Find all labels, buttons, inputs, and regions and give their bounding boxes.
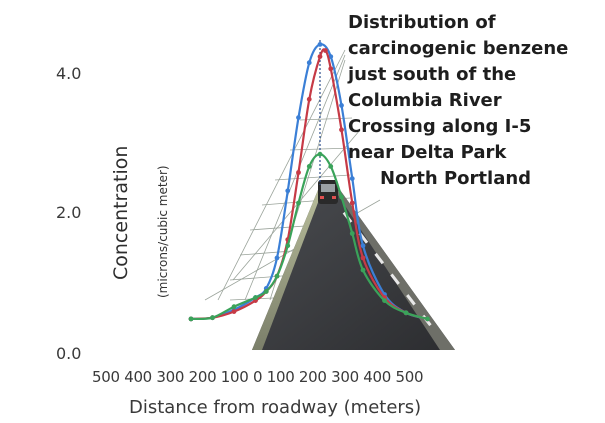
data-point <box>306 96 312 102</box>
data-point <box>296 170 301 175</box>
grid-line <box>217 49 346 301</box>
y-tick-label: 4.0 <box>56 64 82 83</box>
data-point <box>274 255 280 261</box>
data-point <box>322 48 328 53</box>
chart-series <box>188 42 430 322</box>
data-point <box>349 200 355 206</box>
data-point <box>285 243 291 249</box>
grid-line <box>289 147 353 151</box>
data-point <box>360 267 366 273</box>
y-axis-label: Concentration <box>110 145 132 280</box>
data-point <box>274 273 280 279</box>
data-point <box>231 304 237 310</box>
data-point <box>339 103 344 108</box>
data-point <box>360 255 366 261</box>
grid-line <box>232 129 361 281</box>
data-point <box>328 66 334 72</box>
data-point <box>317 42 323 47</box>
x-axis-ticks: 500 400 300 200 100 0 100 200 300 400 50… <box>92 368 424 386</box>
data-point <box>403 310 409 316</box>
data-point <box>425 316 430 322</box>
chart-title: Distribution of carcinogenic benzene just … <box>348 10 603 192</box>
data-point <box>306 164 312 169</box>
data-point <box>317 54 323 59</box>
title-line: North Portland <box>380 168 532 189</box>
data-point <box>296 115 301 120</box>
data-point <box>360 243 366 249</box>
title-line: just south of the <box>348 64 517 85</box>
y-axis-sublabel: (microns/cubic meter) <box>156 165 170 298</box>
data-point <box>285 188 291 194</box>
data-point <box>339 127 344 133</box>
data-point <box>349 231 355 236</box>
title-line: Distribution of <box>348 12 496 33</box>
data-point <box>328 54 334 59</box>
grid-line <box>274 174 351 181</box>
data-point <box>263 289 269 294</box>
grid-line <box>244 54 346 301</box>
title-line: near Delta Park <box>348 142 507 163</box>
data-point <box>349 176 355 182</box>
x-axis-label: Distance from roadway (meters) <box>129 397 422 418</box>
title-line: Columbia River <box>348 90 502 111</box>
data-point <box>253 295 258 300</box>
data-point <box>339 194 344 200</box>
data-point <box>382 298 387 303</box>
title-line: carcinogenic benzene <box>348 38 569 59</box>
data-point <box>231 309 237 314</box>
data-point <box>306 60 312 66</box>
data-point <box>317 151 323 157</box>
data-point <box>210 315 215 321</box>
y-tick-label: 0.0 <box>56 344 82 363</box>
data-point <box>328 164 334 169</box>
data-point <box>188 316 194 322</box>
y-tick-label: 2.0 <box>56 203 82 222</box>
data-point <box>296 200 301 206</box>
title-line: Crossing along I-5 <box>348 116 532 137</box>
